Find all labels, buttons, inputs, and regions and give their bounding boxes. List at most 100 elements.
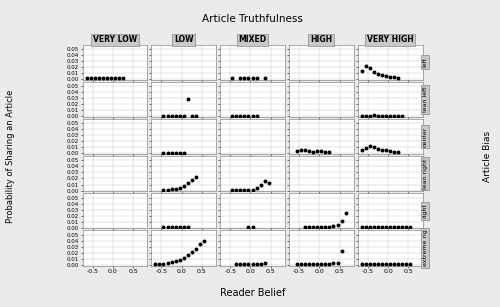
Point — [252, 185, 260, 190]
Point — [176, 185, 184, 190]
Y-axis label: right: right — [423, 203, 428, 218]
Point — [90, 75, 98, 80]
Point — [164, 150, 172, 155]
Point — [402, 225, 410, 230]
Point — [370, 225, 378, 230]
Point — [406, 261, 414, 266]
Point — [228, 113, 236, 118]
Point — [264, 180, 272, 185]
Point — [180, 225, 188, 230]
Point — [374, 225, 382, 230]
Text: Probability of Sharing an Article: Probability of Sharing an Article — [6, 90, 16, 223]
Point — [330, 261, 338, 266]
Point — [382, 148, 390, 153]
Point — [228, 188, 236, 192]
Title: MIXED: MIXED — [238, 35, 266, 45]
Point — [94, 76, 102, 81]
Point — [358, 113, 366, 118]
Point — [390, 75, 398, 80]
Point — [394, 262, 402, 267]
Point — [394, 113, 402, 118]
Point — [168, 225, 175, 230]
Point — [318, 149, 326, 154]
Point — [107, 76, 115, 81]
Point — [301, 148, 309, 153]
Point — [200, 238, 208, 243]
Point — [322, 225, 330, 230]
Point — [188, 250, 196, 255]
Point — [297, 148, 305, 153]
Point — [309, 225, 317, 230]
Point — [309, 262, 317, 267]
Point — [326, 150, 334, 155]
Point — [188, 113, 196, 118]
Point — [362, 146, 370, 150]
Point — [362, 225, 370, 230]
Point — [370, 262, 378, 267]
Point — [184, 253, 192, 258]
Point — [382, 262, 390, 267]
Point — [244, 188, 252, 192]
Point — [176, 150, 184, 155]
Point — [160, 113, 168, 118]
Point — [370, 145, 378, 150]
Y-axis label: center: center — [423, 126, 428, 147]
Point — [188, 178, 196, 183]
Point — [99, 76, 107, 81]
Point — [184, 225, 192, 230]
Point — [366, 262, 374, 267]
Point — [164, 261, 172, 266]
Point — [168, 259, 175, 264]
Point — [366, 225, 374, 230]
Point — [240, 262, 248, 267]
Point — [176, 113, 184, 118]
Point — [394, 225, 402, 230]
Point — [252, 76, 260, 81]
Point — [390, 113, 398, 118]
Point — [309, 149, 317, 154]
Point — [362, 63, 370, 68]
Point — [318, 262, 326, 267]
Point — [338, 218, 345, 223]
Point — [386, 149, 394, 154]
Point — [256, 182, 264, 187]
Point — [168, 113, 175, 118]
Point — [244, 262, 252, 267]
Point — [390, 149, 398, 154]
Point — [382, 225, 390, 230]
Point — [305, 149, 313, 154]
Y-axis label: left: left — [423, 57, 428, 67]
Point — [156, 262, 164, 267]
Point — [196, 242, 204, 247]
Point — [382, 73, 390, 78]
Point — [256, 262, 264, 267]
Point — [152, 262, 160, 267]
Point — [248, 76, 256, 81]
Point — [164, 188, 172, 192]
Point — [180, 183, 188, 188]
Point — [358, 147, 366, 152]
Point — [172, 258, 179, 263]
Point — [82, 76, 90, 81]
Point — [240, 76, 248, 81]
Point — [366, 144, 374, 149]
Point — [119, 76, 127, 81]
Point — [322, 262, 330, 267]
Point — [301, 262, 309, 267]
Point — [330, 223, 338, 228]
Point — [180, 113, 188, 118]
Title: VERY LOW: VERY LOW — [93, 35, 137, 45]
Point — [406, 225, 414, 230]
Point — [370, 70, 378, 75]
Point — [160, 188, 168, 192]
Point — [172, 113, 179, 118]
Point — [366, 113, 374, 118]
Title: VERY HIGH: VERY HIGH — [366, 35, 414, 45]
Point — [398, 262, 406, 267]
Point — [313, 149, 321, 154]
Point — [366, 66, 374, 71]
Point — [248, 262, 256, 267]
Point — [358, 262, 366, 267]
Point — [374, 147, 382, 152]
Point — [236, 188, 244, 192]
